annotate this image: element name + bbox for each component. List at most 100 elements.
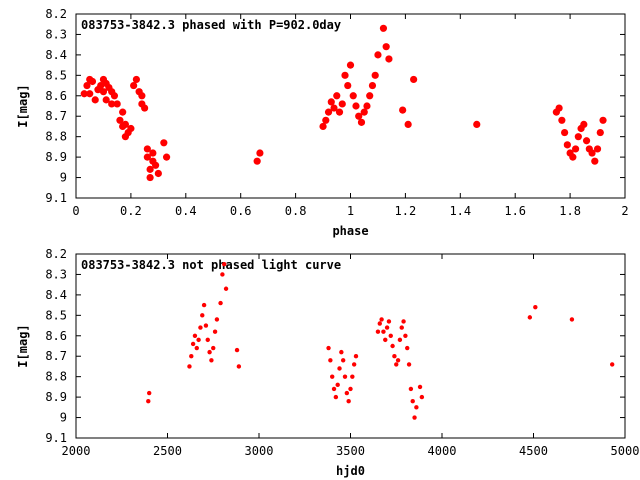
- data-point: [374, 51, 382, 59]
- y-tick-label: 8.3: [45, 267, 67, 281]
- data-point: [368, 81, 377, 90]
- data-point: [146, 399, 151, 404]
- x-tick-label: 0.8: [285, 204, 307, 218]
- data-point: [383, 337, 388, 343]
- plot-frame-2: [75, 253, 626, 439]
- y-tick-label: 9.1: [45, 191, 67, 205]
- data-point: [108, 100, 116, 108]
- x-axis-label: phase: [332, 224, 368, 238]
- data-point: [569, 317, 575, 322]
- data-point: [363, 102, 371, 110]
- data-point: [192, 333, 198, 338]
- data-point: [113, 100, 121, 108]
- data-point: [211, 345, 216, 351]
- data-point: [412, 415, 417, 420]
- x-tick-label: 1.2: [395, 204, 417, 218]
- data-point: [533, 304, 538, 310]
- data-point: [384, 325, 390, 330]
- data-point: [99, 88, 108, 96]
- data-point: [97, 81, 105, 90]
- y-tick-label: 8.4: [45, 48, 67, 62]
- data-point: [390, 343, 395, 349]
- x-tick-label: 3500: [336, 444, 365, 458]
- data-point: [234, 347, 240, 353]
- data-point: [580, 120, 588, 128]
- data-point: [331, 386, 337, 392]
- x-tick-label: 1.8: [559, 204, 581, 218]
- data-point: [392, 354, 397, 359]
- data-point: [371, 71, 379, 79]
- data-point: [339, 349, 344, 355]
- data-point: [417, 384, 423, 390]
- data-point: [154, 169, 162, 178]
- data-point: [143, 153, 151, 161]
- data-point: [405, 345, 410, 351]
- data-point: [102, 96, 110, 104]
- data-point: [324, 108, 333, 116]
- data-point: [558, 116, 566, 124]
- data-point: [116, 116, 124, 124]
- data-point: [381, 329, 386, 334]
- data-point: [110, 92, 119, 100]
- y-tick-label: 8.2: [45, 7, 67, 21]
- data-point: [149, 149, 157, 157]
- data-point: [201, 302, 207, 308]
- x-tick-label: 2: [621, 204, 628, 218]
- data-point: [344, 390, 350, 396]
- data-point: [555, 104, 563, 112]
- x-tick-label: 1.4: [449, 204, 471, 218]
- x-tick-label: 0.6: [230, 204, 252, 218]
- data-point: [83, 81, 91, 90]
- data-point: [200, 313, 205, 318]
- data-point: [394, 362, 399, 367]
- y-tick-label: 8.8: [45, 370, 67, 384]
- data-point: [377, 321, 382, 326]
- data-point: [340, 358, 346, 363]
- data-point: [385, 55, 393, 63]
- data-point: [328, 358, 333, 363]
- data-point: [357, 118, 366, 126]
- data-point: [379, 24, 388, 32]
- data-point: [132, 75, 140, 84]
- data-point: [344, 81, 352, 90]
- x-tick-label: 4000: [428, 444, 457, 458]
- data-point: [335, 108, 344, 116]
- data-point: [596, 128, 604, 137]
- data-point: [404, 120, 412, 128]
- data-point: [190, 341, 196, 347]
- data-point: [563, 141, 571, 149]
- data-point: [561, 128, 569, 137]
- data-point: [146, 173, 154, 182]
- y-tick-label: 8.2: [45, 247, 67, 261]
- data-point: [342, 374, 348, 379]
- data-point: [351, 362, 357, 367]
- data-point: [588, 149, 596, 157]
- data-point: [162, 153, 171, 161]
- data-point: [209, 358, 214, 363]
- data-point: [591, 157, 599, 165]
- data-point: [355, 112, 363, 120]
- data-point: [348, 386, 353, 392]
- data-point: [127, 124, 135, 133]
- y-tick-label: 8.9: [45, 150, 67, 164]
- data-point: [414, 405, 419, 410]
- data-point: [138, 92, 146, 100]
- data-point: [408, 386, 414, 392]
- data-point: [386, 319, 392, 324]
- data-point: [410, 399, 415, 404]
- data-point: [338, 100, 346, 108]
- y-axis-label: I[mag]: [16, 324, 30, 367]
- data-point: [335, 382, 340, 388]
- data-point: [203, 323, 209, 328]
- data-point: [382, 43, 390, 51]
- data-point: [194, 345, 199, 351]
- data-point: [88, 77, 97, 86]
- data-point: [80, 90, 88, 98]
- data-point: [571, 145, 580, 153]
- data-point: [119, 108, 127, 116]
- data-point: [388, 333, 393, 338]
- data-point: [187, 364, 192, 369]
- data-point: [360, 108, 368, 116]
- data-point: [319, 122, 327, 131]
- data-point: [130, 81, 138, 90]
